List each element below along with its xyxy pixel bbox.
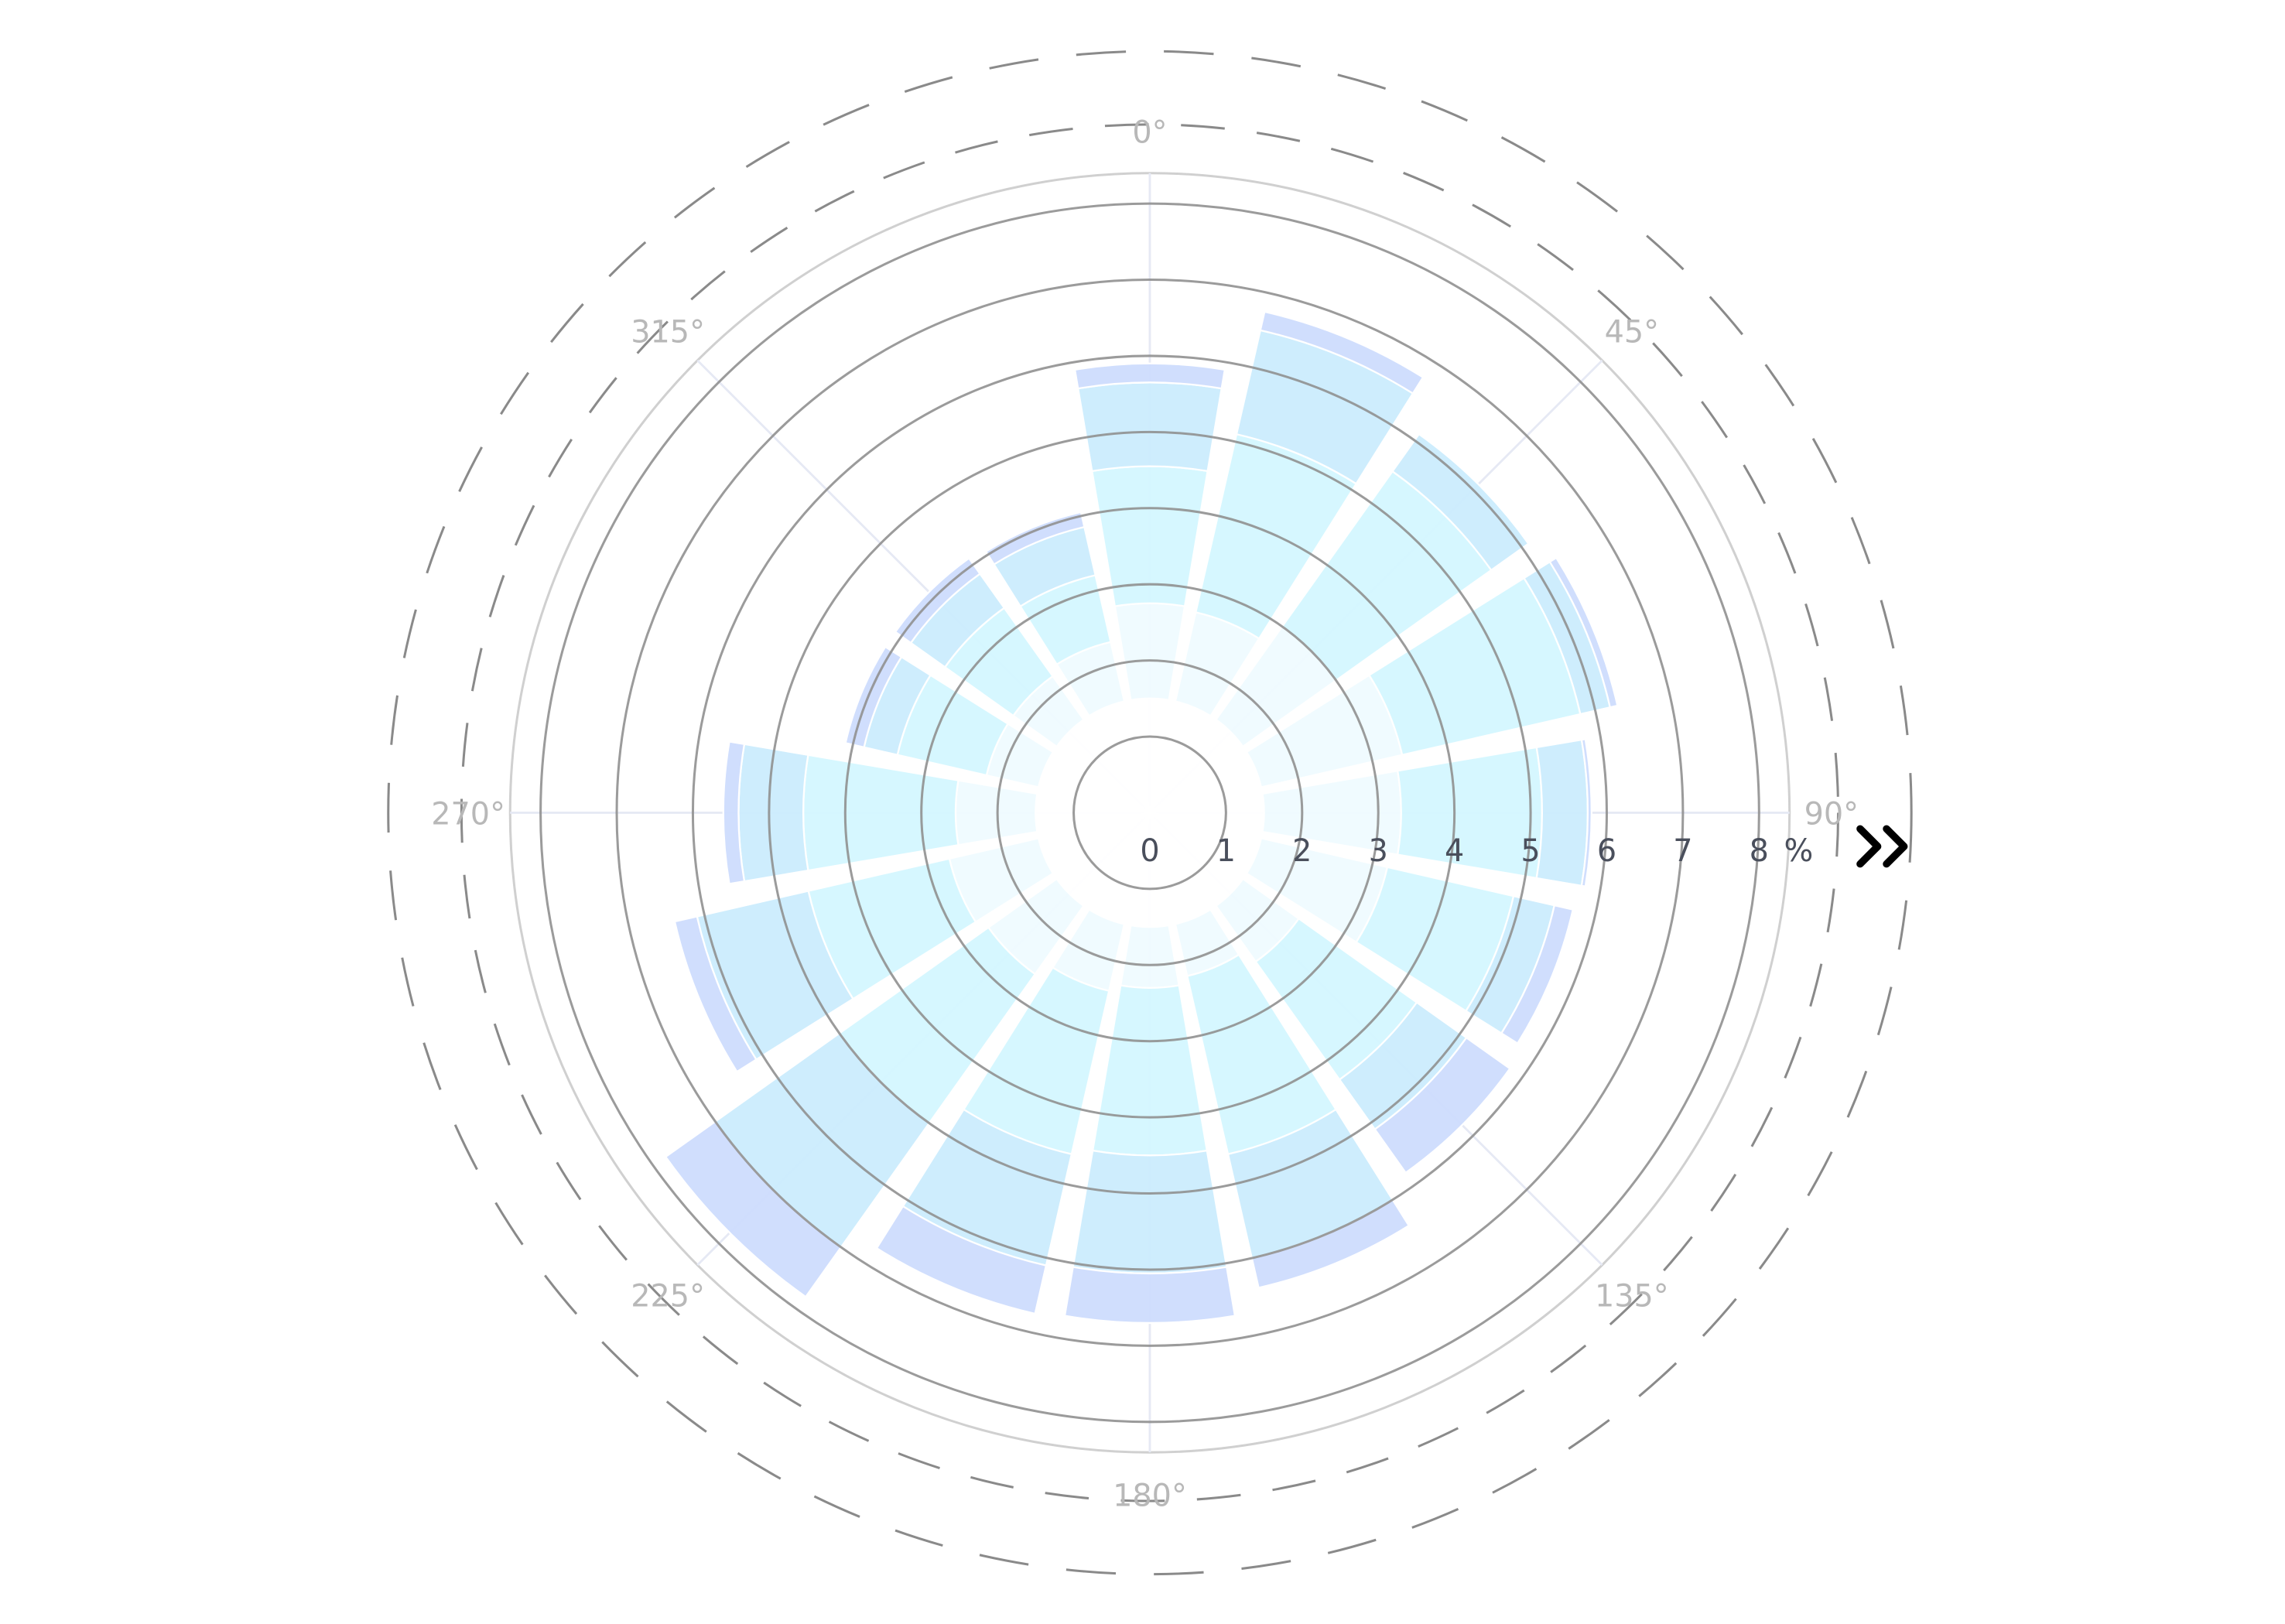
radial-tick-label: 1 [1216,833,1236,869]
bar-segment [722,740,746,885]
radial-grid-circle [920,583,1380,1043]
radial-tick-label: 7 [1673,833,1692,869]
bar-segment [802,754,959,872]
bar-segment [1091,984,1209,1157]
radial-unit-suffix: % [1784,833,1814,869]
angular-tick-label: 270° [431,797,505,833]
bar-segment [1535,738,1589,887]
angular-tick-label: 135° [1595,1278,1669,1314]
double-chevron-right-icon[interactable] [1856,825,1908,868]
radial-tick-label: 2 [1292,833,1312,869]
bar-segment [1500,904,1575,1045]
bar-segment [1076,381,1223,473]
bar-segment [1119,924,1181,989]
bar-segment [1373,1036,1511,1174]
radial-tick-label: 5 [1520,833,1540,869]
angular-tick-label: 180° [1113,1478,1187,1513]
bar-segment [1390,432,1530,572]
dashed-ring [387,50,1913,1576]
radial-grid [539,202,1760,1424]
radial-tick-label: 8 [1750,833,1769,869]
bar-segment [1113,602,1186,702]
angular-tick-labels: 0° 45° 90° 135° 180° 225° 270° 315° [431,115,1859,1514]
radial-tick-label: 6 [1597,833,1616,869]
radial-tick-label: 4 [1445,833,1464,869]
radial-grid-circle [1072,735,1227,891]
radial-grid-circle [843,507,1456,1119]
bar-segment [1063,1266,1237,1324]
radial-grid-circle [996,659,1304,966]
radial-tick-label: 3 [1369,833,1388,869]
radial-tick-label: 0 [1140,833,1159,869]
angular-tick-label: 225° [631,1278,705,1314]
bar-segment [673,915,758,1073]
bar-segment [1072,1149,1228,1275]
bar-segment [1548,556,1619,709]
bar-segment [1259,310,1425,395]
radial-grid-circle [768,430,1532,1195]
angular-tick-label: 90° [1804,797,1859,833]
radial-grid-circle [539,202,1760,1424]
radial-grid-circle [615,278,1685,1347]
radial-tick-labels: 0 1 2 3 4 5 6 7 8 [1140,833,1769,869]
bars [664,310,1619,1324]
bar-segment [894,556,982,644]
angular-tick-label: 315° [631,315,705,350]
bar-segment [984,511,1086,566]
bar-segment [737,743,809,883]
radial-grid-circle [691,354,1608,1271]
bar-segment [1580,737,1592,887]
bar-segment [1073,362,1226,390]
bar-segment [875,1205,1048,1315]
angular-tick-label: 0° [1132,115,1167,151]
angular-tick-label: 45° [1605,315,1659,350]
